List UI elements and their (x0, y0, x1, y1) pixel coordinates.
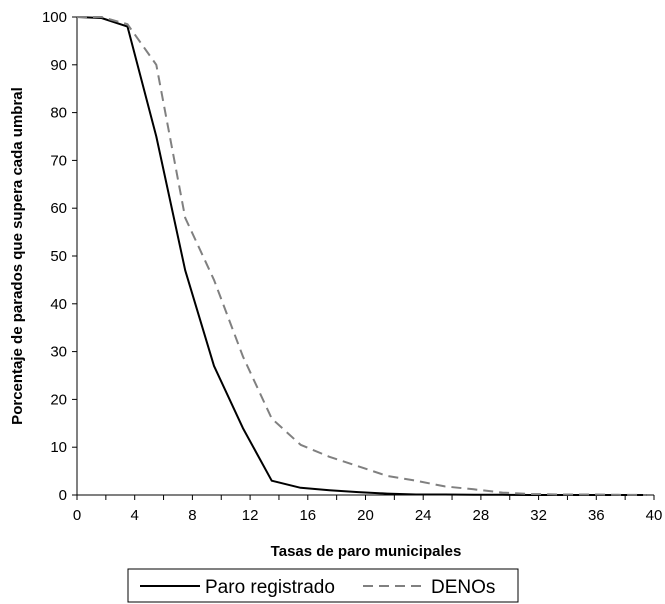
plot-area (77, 17, 654, 495)
x-tick-label: 28 (473, 507, 490, 524)
y-tick-label: 30 (50, 344, 67, 361)
x-tick-label: 12 (242, 507, 259, 524)
y-tick-label: 20 (50, 391, 67, 408)
x-tick-label: 24 (415, 507, 432, 524)
series-layer (76, 16, 647, 496)
plot-background (77, 17, 654, 495)
series-line-denos (77, 16, 647, 496)
x-tick-label: 16 (299, 507, 316, 524)
y-axis: 0 10 20 30 40 50 60 70 80 90 100 (42, 9, 78, 504)
x-tick-label: 4 (131, 507, 139, 524)
y-tick-label: 50 (50, 248, 67, 265)
x-axis-title: Tasas de paro municipales (271, 543, 462, 560)
y-tick-label: 80 (50, 105, 67, 122)
x-tick-label: 8 (188, 507, 196, 524)
legend-label-paro-registrado: Paro registrado (205, 577, 335, 598)
x-tick-label: 36 (588, 507, 605, 524)
legend: Paro registrado DENOs (127, 568, 519, 603)
y-tick-label: 40 (50, 296, 67, 313)
legend-label-denos: DENOs (431, 577, 495, 598)
x-tick-label: 20 (357, 507, 374, 524)
y-axis-title: Porcentaje de parados que supera cada um… (9, 87, 26, 425)
y-tick-label: 100 (42, 9, 67, 26)
y-tick-label: 90 (50, 57, 67, 74)
y-tick-label: 10 (50, 439, 67, 456)
x-tick-label: 32 (530, 507, 547, 524)
x-tick-label: 0 (73, 507, 81, 524)
x-tick-label: 40 (646, 507, 663, 524)
y-tick-label: 70 (50, 152, 67, 169)
y-tick-label: 0 (59, 487, 67, 504)
x-axis: 0 4 8 12 16 20 24 28 32 36 40 (73, 494, 663, 524)
y-tick-label: 60 (50, 200, 67, 217)
